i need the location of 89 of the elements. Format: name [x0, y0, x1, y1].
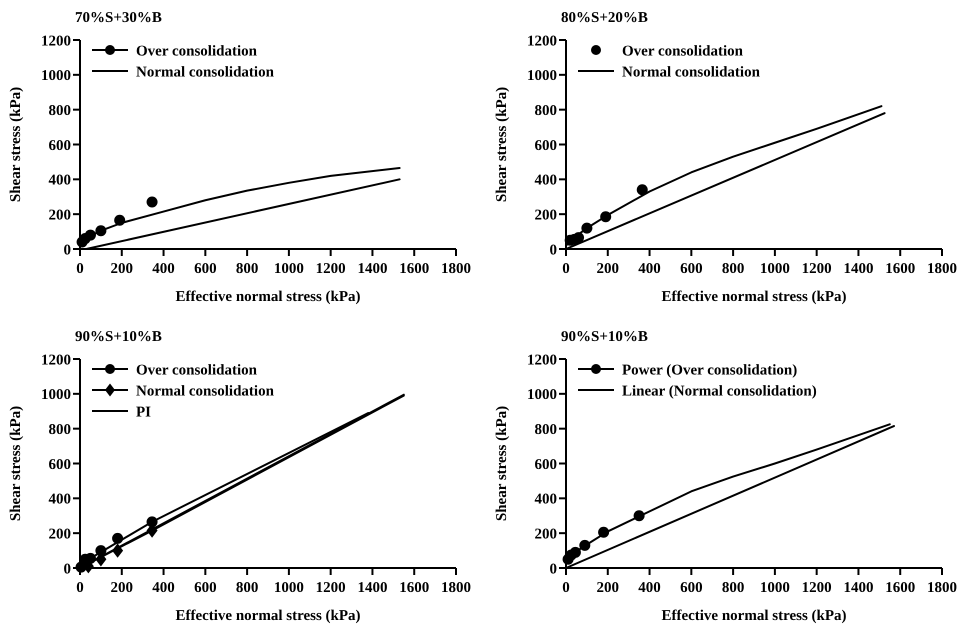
- y-tick-label: 1200: [527, 352, 557, 368]
- y-axis-title: Shear stress (kPa): [8, 406, 24, 522]
- y-tick-label: 1200: [41, 352, 71, 368]
- y-tick-label: 1000: [41, 387, 71, 404]
- x-tick-label: 1200: [316, 261, 346, 277]
- x-tick-label: 1600: [399, 261, 430, 277]
- y-tick-label: 600: [534, 456, 557, 473]
- x-axis-title: Effective normal stress (kPa): [661, 608, 847, 624]
- y-tick-label: 0: [64, 242, 71, 258]
- x-tick-label: 1600: [399, 580, 430, 596]
- x-tick-label: 1400: [843, 261, 874, 277]
- x-tick-label: 1200: [802, 580, 832, 596]
- y-tick-label: 1000: [527, 68, 557, 84]
- x-tick-label: 800: [722, 261, 744, 277]
- y-tick-label: 800: [534, 102, 557, 119]
- y-axis-title: Shear stress (kPa): [494, 86, 510, 202]
- x-tick-label: 600: [680, 580, 703, 596]
- y-tick-label: 200: [534, 207, 557, 224]
- y-tick-label: 800: [48, 102, 71, 119]
- chart-title: 90%S+10%B: [561, 329, 648, 345]
- y-tick-label: 600: [534, 138, 557, 154]
- y-tick-label: 200: [48, 207, 71, 224]
- x-tick-label: 400: [152, 261, 175, 277]
- x-tick-label: 800: [236, 261, 258, 277]
- x-tick-label: 800: [236, 580, 258, 596]
- x-tick-label: 0: [562, 261, 570, 277]
- legend-label: Normal consolidation: [136, 64, 275, 80]
- x-axis-title: Effective normal stress (kPa): [175, 289, 361, 305]
- x-tick-label: 1400: [357, 261, 388, 277]
- y-axis-title: Shear stress (kPa): [494, 406, 510, 522]
- x-tick-label: 1400: [843, 580, 874, 596]
- x-tick-label: 0: [76, 261, 84, 277]
- x-tick-label: 0: [76, 580, 84, 596]
- y-tick-label: 0: [64, 561, 71, 578]
- y-tick-label: 600: [48, 138, 71, 154]
- x-axis-title: Effective normal stress (kPa): [661, 289, 847, 305]
- x-tick-label: 600: [194, 580, 217, 596]
- x-tick-label: 400: [638, 261, 661, 277]
- x-tick-label: 1600: [885, 261, 916, 277]
- x-tick-label: 1200: [802, 261, 832, 277]
- y-tick-label: 1200: [41, 33, 71, 50]
- x-tick-label: 1000: [274, 261, 304, 277]
- x-tick-label: 1000: [760, 261, 790, 277]
- y-tick-label: 0: [550, 561, 557, 578]
- x-tick-label: 1200: [316, 580, 346, 596]
- x-tick-label: 200: [596, 261, 620, 277]
- chart-title: 70%S+30%B: [75, 10, 162, 26]
- y-tick-label: 800: [534, 422, 557, 438]
- chart-title: 80%S+20%B: [561, 10, 648, 26]
- x-tick-label: 0: [562, 580, 570, 596]
- x-tick-label: 200: [596, 580, 620, 596]
- y-tick-label: 400: [534, 172, 557, 189]
- legend-label: Over consolidation: [136, 362, 258, 378]
- x-tick-label: 1800: [927, 261, 957, 277]
- x-tick-label: 1400: [357, 580, 388, 596]
- x-tick-label: 1000: [274, 580, 304, 596]
- x-axis-title: Effective normal stress (kPa): [175, 608, 361, 624]
- x-tick-label: 1000: [760, 580, 790, 596]
- y-axis-title: Shear stress (kPa): [8, 86, 24, 202]
- x-tick-label: 600: [194, 261, 217, 277]
- legend-label: Over consolidation: [136, 43, 258, 60]
- legend-label: Over consolidation: [622, 43, 744, 60]
- x-tick-label: 400: [638, 580, 661, 596]
- chart-title: 90%S+10%B: [75, 329, 162, 345]
- legend-label: Normal consolidation: [622, 64, 761, 80]
- y-tick-label: 1000: [527, 387, 557, 404]
- legend-label: PI: [136, 404, 152, 420]
- y-tick-label: 1200: [527, 33, 557, 50]
- x-tick-label: 1800: [927, 580, 957, 596]
- y-tick-label: 1000: [41, 68, 71, 84]
- legend-label: Power (Over consolidation): [622, 362, 798, 378]
- x-tick-label: 200: [110, 261, 134, 277]
- y-tick-label: 200: [48, 526, 71, 542]
- legend-label: Normal consolidation: [136, 383, 275, 400]
- y-tick-label: 400: [48, 172, 71, 189]
- x-tick-label: 200: [110, 580, 134, 596]
- x-tick-label: 600: [680, 261, 703, 277]
- y-tick-label: 0: [550, 242, 557, 258]
- x-tick-label: 1800: [441, 580, 471, 596]
- y-tick-label: 800: [48, 422, 71, 438]
- x-tick-label: 1800: [441, 261, 471, 277]
- legend-label: Linear (Normal consolidation): [622, 383, 817, 400]
- y-tick-label: 400: [48, 492, 71, 508]
- x-tick-label: 800: [722, 580, 744, 596]
- y-tick-label: 200: [534, 526, 557, 542]
- y-tick-label: 600: [48, 456, 71, 473]
- y-tick-label: 400: [534, 492, 557, 508]
- x-tick-label: 1600: [885, 580, 916, 596]
- x-tick-label: 400: [152, 580, 175, 596]
